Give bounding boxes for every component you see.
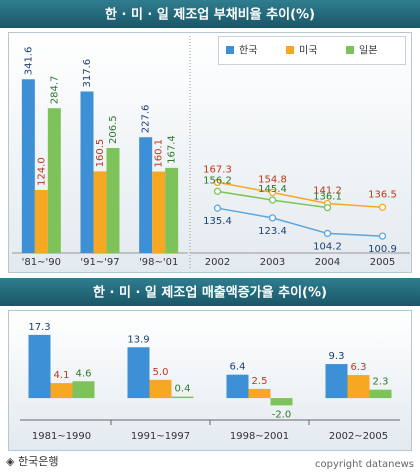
x-tick-label: 1981~1990 xyxy=(32,431,91,442)
bar xyxy=(34,189,48,253)
value-label: 4.6 xyxy=(76,368,92,379)
bar xyxy=(171,396,194,399)
title-bar xyxy=(0,278,420,306)
point xyxy=(268,196,277,204)
value-label: 206.5 xyxy=(108,115,119,144)
x-tick-label: '91~'97 xyxy=(80,257,119,268)
value-label: 6.4 xyxy=(230,362,246,373)
bar xyxy=(28,334,51,399)
legend-label: 한국 xyxy=(239,45,257,57)
value-label: 160.1 xyxy=(154,139,165,168)
point xyxy=(378,232,387,240)
value-label: 100.9 xyxy=(368,244,397,255)
value-label: 136.1 xyxy=(313,192,342,203)
legend xyxy=(218,36,406,65)
bar xyxy=(270,398,293,406)
bar xyxy=(139,137,153,253)
value-label: 2.3 xyxy=(373,377,389,388)
point xyxy=(268,188,277,197)
x-tick-label: 2004 xyxy=(315,257,340,268)
bar xyxy=(21,79,35,253)
point xyxy=(213,187,222,195)
point xyxy=(323,203,332,212)
line xyxy=(217,181,383,209)
value-label: 9.3 xyxy=(329,351,345,362)
source: ◈ 한국은행 xyxy=(6,455,58,468)
bar xyxy=(127,347,150,399)
panel xyxy=(8,32,412,273)
chart-title: 한 · 미 · 일 제조업 매출액증가율 추이(%) xyxy=(93,285,327,301)
x-tick-label: 2002 xyxy=(205,257,230,268)
bar xyxy=(248,388,271,399)
legend-swatch xyxy=(286,46,294,54)
value-label: 156.2 xyxy=(203,175,232,186)
bar xyxy=(347,375,370,399)
value-label: 341.6 xyxy=(23,47,34,76)
value-label: 13.9 xyxy=(127,334,149,345)
x-tick-label: 2002~2005 xyxy=(329,431,388,442)
legend-swatch xyxy=(226,46,234,54)
x-tick-label: 2003 xyxy=(260,257,285,268)
value-label: 167.3 xyxy=(203,164,232,175)
bar xyxy=(80,91,94,253)
bar xyxy=(226,374,249,399)
value-label: 5.0 xyxy=(153,367,169,378)
x-tick-label: '81~'90 xyxy=(22,257,61,268)
x-tick-label: 2005 xyxy=(370,257,395,268)
bar xyxy=(325,364,348,399)
title-bar xyxy=(0,0,420,28)
value-label: 317.6 xyxy=(82,59,93,88)
x-tick-label: '98~'01 xyxy=(139,257,178,268)
value-label: -2.0 xyxy=(272,409,292,420)
value-label: 154.8 xyxy=(258,174,287,185)
value-label: 124.0 xyxy=(36,157,47,186)
value-label: 104.2 xyxy=(313,241,342,252)
point xyxy=(268,214,277,222)
value-label: 4.1 xyxy=(54,370,70,381)
point xyxy=(213,204,222,212)
bar xyxy=(106,147,120,253)
value-label: 227.6 xyxy=(141,105,152,134)
bar xyxy=(152,171,166,253)
x-tick-label: 1991~1997 xyxy=(131,431,190,442)
value-label: 123.4 xyxy=(258,226,287,237)
legend-label: 미국 xyxy=(299,45,317,57)
value-label: 0.4 xyxy=(175,384,191,395)
value-label: 141.2 xyxy=(313,185,342,196)
point xyxy=(378,203,387,211)
bar xyxy=(165,167,179,253)
value-label: 136.5 xyxy=(368,189,397,200)
legend-swatch xyxy=(346,46,354,54)
x-tick-label: 1998~2001 xyxy=(230,431,289,442)
bar xyxy=(72,381,95,399)
point xyxy=(323,229,332,238)
value-label: 6.3 xyxy=(351,362,367,373)
bar xyxy=(369,389,392,399)
value-label: 167.4 xyxy=(167,135,178,164)
point xyxy=(213,178,222,187)
legend-label: 일본 xyxy=(359,45,377,57)
value-label: 17.3 xyxy=(28,322,50,333)
value-label: 284.7 xyxy=(49,76,60,105)
line xyxy=(217,207,383,237)
value-label: 135.4 xyxy=(203,216,232,227)
copyright: copyright datanews xyxy=(315,459,414,470)
bar xyxy=(50,383,73,399)
bar xyxy=(47,108,61,253)
value-label: 145.4 xyxy=(258,184,287,195)
chart-title: 한 · 미 · 일 제조업 부채비율 추이(%) xyxy=(105,7,315,23)
bar xyxy=(93,171,107,253)
value-label: 160.5 xyxy=(95,139,106,168)
bar xyxy=(149,379,172,399)
value-label: 2.5 xyxy=(252,376,268,387)
